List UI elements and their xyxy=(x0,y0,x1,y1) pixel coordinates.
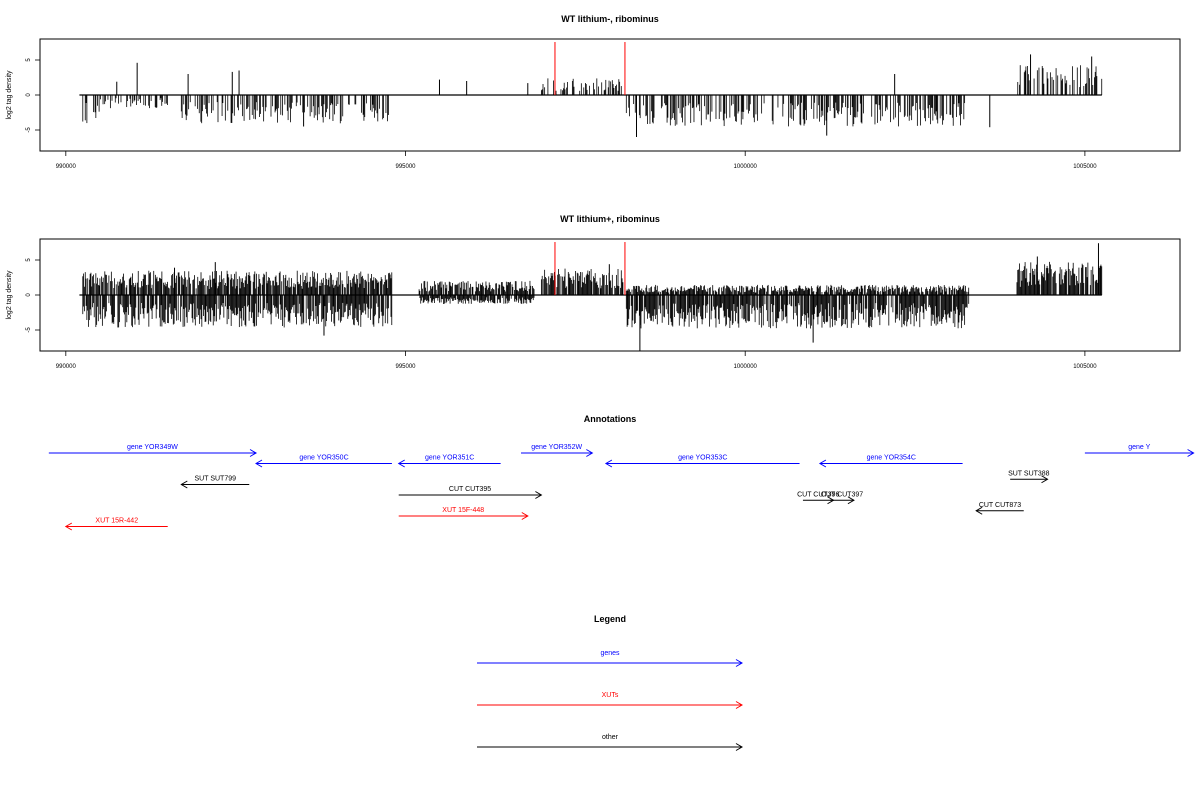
arrowhead xyxy=(255,459,263,468)
feature-label: SUT SUT388 xyxy=(1008,470,1050,477)
plot-area: 990000 995000 1000000 1005000 -5 0 5 xyxy=(26,42,1103,170)
arrowhead xyxy=(735,659,743,667)
legend-label: XUTs xyxy=(602,692,619,699)
arrowhead xyxy=(586,449,594,457)
arrowhead xyxy=(847,496,855,505)
arrowhead xyxy=(1187,449,1195,457)
arrowhead xyxy=(397,459,405,468)
y-tick-label: 5 xyxy=(26,58,32,62)
x-tick-label: 995000 xyxy=(395,364,416,370)
feature-label: XUT 15R-442 xyxy=(95,518,138,525)
arrowhead xyxy=(535,491,543,499)
feature-label: SUT SUT799 xyxy=(195,476,237,483)
y-tick-label: -5 xyxy=(26,127,32,133)
x-tick-label: 1000000 xyxy=(734,364,758,370)
feature-label: gene YOR349W xyxy=(127,444,178,451)
y-tick-label: 0 xyxy=(26,293,32,297)
feature-label: gene YOR350C xyxy=(299,455,348,462)
legend-items: genes XUTs other xyxy=(477,650,743,751)
coverage-panel-lithium-plus: WT lithium+, ribominus log2 tag density … xyxy=(6,214,1181,370)
arrowhead xyxy=(735,743,743,751)
arrowhead xyxy=(521,512,529,520)
panel-title: WT lithium-, ribominus xyxy=(561,14,659,24)
arrowhead xyxy=(249,449,258,457)
coverage-panel-lithium-minus: WT lithium-, ribominus log2 tag density … xyxy=(6,14,1181,170)
feature-label: XUT 15F-448 xyxy=(442,507,484,514)
annotation-features: gene YOR349W gene YOR350C gene YOR351C gene… xyxy=(48,444,1195,531)
legend: Legend genes XUTs other xyxy=(477,614,743,751)
arrowhead xyxy=(1041,475,1049,484)
arrowhead xyxy=(64,522,73,531)
feature-label: CUT CUT397 xyxy=(821,491,863,498)
x-tick-label: 1005000 xyxy=(1073,164,1097,170)
panel-title: WT lithium+, ribominus xyxy=(560,214,660,224)
x-tick-label: 990000 xyxy=(56,364,77,370)
y-tick-label: -5 xyxy=(26,327,32,333)
feature-label: CUT CUT395 xyxy=(449,486,491,493)
y-tick-label: 0 xyxy=(26,93,32,97)
feature-label: gene Y xyxy=(1128,444,1150,451)
feature-label: CUT CUT873 xyxy=(979,502,1021,509)
y-axis-label: log2 tag density xyxy=(6,270,13,320)
x-tick-label: 990000 xyxy=(56,164,77,170)
plot-area: 990000 995000 1000000 1005000 -5 0 5 xyxy=(26,242,1103,370)
arrowhead xyxy=(180,480,188,489)
feature-label: gene YOR352W xyxy=(531,444,582,451)
feature-label: gene YOR353C xyxy=(678,455,727,462)
annotations-title: Annotations xyxy=(584,414,637,424)
arrowhead xyxy=(735,701,743,709)
y-tick-label: 5 xyxy=(26,258,32,262)
x-tick-label: 1005000 xyxy=(1073,364,1097,370)
x-tick-label: 995000 xyxy=(395,164,416,170)
feature-label: gene YOR354C xyxy=(867,455,916,462)
feature-label: CUT CUT396 xyxy=(797,491,839,498)
feature-label: gene YOR351C xyxy=(425,455,474,462)
arrowhead xyxy=(818,459,827,468)
legend-title: Legend xyxy=(594,614,626,624)
arrowhead xyxy=(975,506,983,515)
x-tick-label: 1000000 xyxy=(734,164,758,170)
arrowhead xyxy=(604,459,613,468)
y-axis-label: log2 tag density xyxy=(6,70,13,120)
legend-label: other xyxy=(602,734,619,741)
legend-label: genes xyxy=(600,650,620,657)
